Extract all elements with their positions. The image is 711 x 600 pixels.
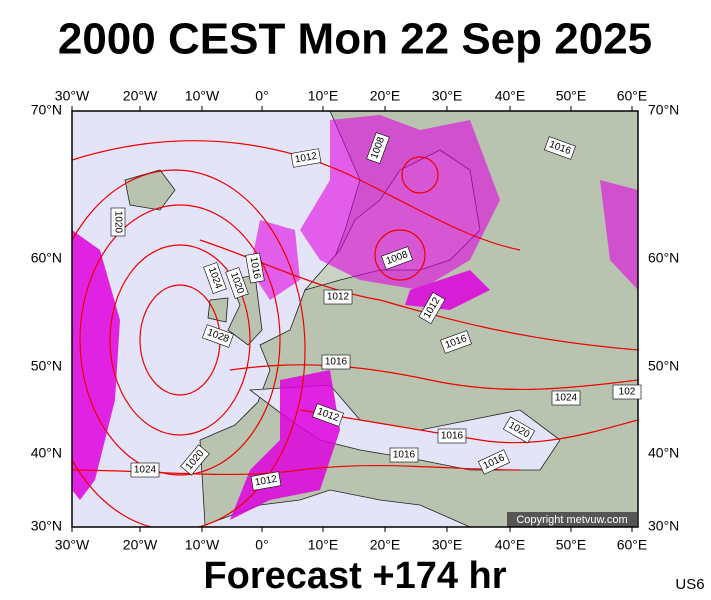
- lat-label-left: 70°N: [31, 102, 62, 118]
- isobar-label: 1012: [290, 148, 322, 168]
- isobar-label: 1024: [130, 462, 160, 478]
- isobar-label-text: 1024: [134, 465, 157, 476]
- isobar-label: 1012: [312, 403, 344, 427]
- copyright-box: [507, 512, 637, 527]
- isobar-label: 1020: [110, 207, 126, 237]
- lon-label-top: 10°E: [308, 88, 339, 104]
- lat-label-right: 50°N: [648, 358, 679, 374]
- isobar-label-box: [389, 447, 419, 463]
- isobar-label: 1012: [323, 289, 353, 305]
- isobar-label-box: [110, 207, 126, 237]
- isobar-label: 102: [612, 384, 642, 400]
- lon-label-bottom: 60°E: [617, 537, 648, 553]
- isobar-label: 1016: [389, 447, 419, 463]
- isobar-label-box: [502, 416, 536, 444]
- isobar-label-text: 1016: [248, 256, 263, 280]
- lat-label-left: 30°N: [31, 518, 62, 534]
- lat-label-right: 60°N: [648, 250, 679, 266]
- lon-label-bottom: 0°: [255, 537, 268, 553]
- isobar-label: 1016: [544, 136, 576, 160]
- lon-label-bottom: 10°W: [185, 537, 220, 553]
- lon-label-top: 30°E: [432, 88, 463, 104]
- isobar-label-box: [418, 291, 446, 325]
- isobar-label-box: [440, 330, 472, 354]
- lon-label-top: 0°: [255, 88, 268, 104]
- isobar-label: 1016: [477, 449, 511, 475]
- lon-label-bottom: 10°E: [308, 537, 339, 553]
- isobar-label: 1012: [250, 471, 282, 491]
- isobar-label-box: [612, 384, 642, 400]
- isobar-label-box: [250, 471, 282, 491]
- isobar-label-text: 1012: [254, 474, 278, 489]
- isobar-label-box: [202, 324, 234, 348]
- isobar-label-box: [245, 252, 265, 284]
- isobar-label: 1016: [437, 428, 467, 444]
- isobar-label-box: [551, 390, 581, 406]
- lon-label-bottom: 30°E: [432, 537, 463, 553]
- map-frame: [71, 110, 639, 528]
- lat-label-left: 60°N: [31, 250, 62, 266]
- isobar-label: 1016: [245, 252, 265, 284]
- isobars: [72, 140, 638, 527]
- isobar-label-box: [321, 354, 351, 370]
- isobar-label-text: 1020: [112, 211, 123, 234]
- title: 2000 CEST Mon 22 Sep 2025: [58, 15, 652, 64]
- isobar-label: 1024: [203, 262, 227, 294]
- isobar-label-box: [366, 132, 390, 164]
- lat-label-left: 40°N: [31, 445, 62, 461]
- isobar-label-text: 1016: [441, 431, 464, 442]
- isobar-label: 1020: [225, 267, 249, 299]
- lat-label-right: 70°N: [648, 102, 679, 118]
- lon-label-top: 40°E: [495, 88, 526, 104]
- isobar-label-text: 1012: [327, 292, 350, 303]
- model-code: US6: [675, 576, 704, 593]
- forecast: Forecast +174 hr: [203, 555, 506, 597]
- copyright: Copyright metvuw.com: [516, 514, 627, 526]
- lon-label-bottom: 40°E: [495, 537, 526, 553]
- lon-label-top: 50°E: [556, 88, 587, 104]
- isobar-label-box: [381, 246, 413, 270]
- lon-label-bottom: 20°E: [370, 537, 401, 553]
- isobar-label-text: 1024: [555, 393, 578, 404]
- isobar-label-box: [180, 444, 210, 476]
- isobar-label: 1024: [551, 390, 581, 406]
- labels: 30°W 30°W 20°W 20°W 10°W 10°W 0° 0° 10°E 10°E 20°E…: [31, 88, 680, 553]
- isobar-label-box: [290, 148, 322, 168]
- lon-label-bottom: 30°W: [55, 537, 90, 553]
- lon-label-top: 20°E: [370, 88, 401, 104]
- isobar-label-box: [312, 403, 344, 427]
- isobar-label-text: 1016: [325, 357, 348, 368]
- lon-label-top: 20°W: [123, 88, 158, 104]
- lon-label-bottom: 50°E: [556, 537, 587, 553]
- lon-label-top: 30°W: [55, 88, 90, 104]
- lon-label-top: 60°E: [617, 88, 648, 104]
- isobar-label-box: [203, 262, 227, 294]
- isobar-label: 1016: [440, 330, 472, 354]
- isobar-label: 1028: [202, 324, 234, 348]
- isobar-label: 1008: [366, 132, 390, 164]
- isobar-label: 1008: [381, 246, 413, 270]
- lat-label-right: 30°N: [648, 518, 679, 534]
- isobar-label-box: [225, 267, 249, 299]
- isobar-label-box: [437, 428, 467, 444]
- lon-label-bottom: 20°W: [123, 537, 158, 553]
- isobar-label-box: [477, 449, 511, 475]
- isobar-label-box: [323, 289, 353, 305]
- lat-label-left: 50°N: [31, 358, 62, 374]
- isobar-label-text: 1012: [294, 151, 318, 166]
- isobar-label: 1016: [321, 354, 351, 370]
- lon-label-top: 10°W: [185, 88, 220, 104]
- isobar-label-box: [544, 136, 576, 160]
- lat-label-right: 40°N: [648, 445, 679, 461]
- isobar-label-text: 102: [619, 387, 636, 398]
- isobar-label-text: 1016: [393, 450, 416, 461]
- isobar-label-box: [130, 462, 160, 478]
